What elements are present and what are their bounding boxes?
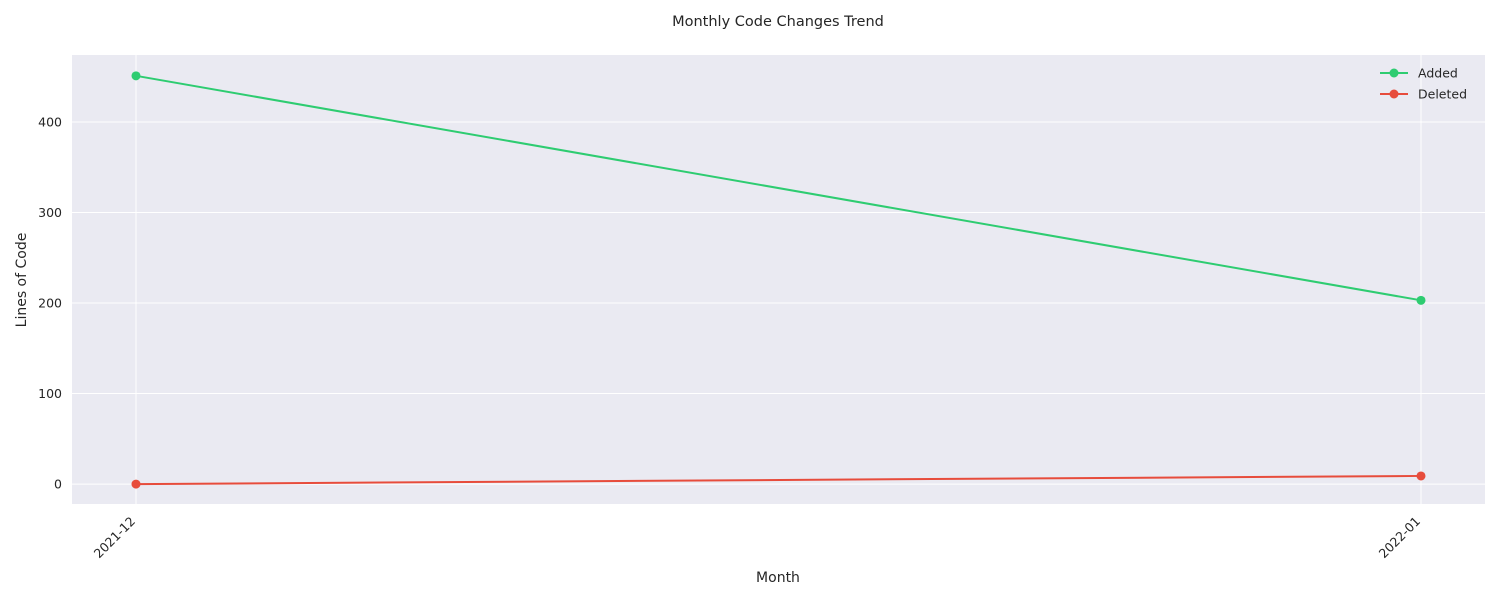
y-tick-label: 100 (38, 386, 62, 401)
series-deleted (131, 471, 1426, 489)
x-axis-ticks: 2021-12 2022-01 (91, 514, 1424, 562)
legend-item: Deleted (1380, 87, 1467, 102)
data-point (1416, 471, 1426, 481)
data-point (131, 479, 141, 489)
plot-area (72, 55, 1485, 504)
y-tick-label: 0 (54, 477, 62, 492)
grid-lines (72, 55, 1485, 504)
series-line (135, 74, 1422, 302)
legend-label: Added (1418, 66, 1458, 81)
y-tick-label: 300 (38, 205, 62, 220)
x-tick-label: 2021-12 (91, 514, 139, 562)
data-point (131, 71, 141, 81)
legend-marker (1389, 89, 1399, 99)
x-tick-label: 2022-01 (1376, 514, 1424, 562)
legend: Added Deleted (1380, 66, 1467, 102)
y-axis-ticks: 0 100 200 300 400 (38, 114, 62, 491)
series-layer (131, 71, 1426, 489)
legend-item: Added (1380, 66, 1458, 81)
y-axis-label: Lines of Code (14, 233, 30, 328)
x-axis-label: Month (756, 570, 800, 586)
y-tick-label: 400 (38, 114, 62, 129)
series-added (131, 71, 1426, 305)
legend-label: Deleted (1418, 87, 1467, 102)
series-line (135, 474, 1422, 486)
data-point (1416, 295, 1426, 305)
chart-title: Monthly Code Changes Trend (672, 14, 884, 30)
y-tick-label: 200 (38, 296, 62, 311)
legend-marker (1389, 68, 1399, 78)
